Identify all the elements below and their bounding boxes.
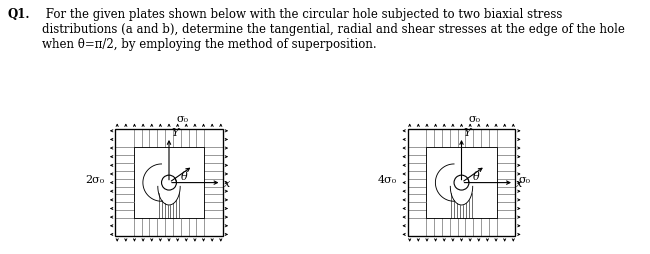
Text: σ₀: σ₀ <box>176 113 188 123</box>
Text: θ: θ <box>181 172 187 182</box>
Text: θ: θ <box>473 172 480 182</box>
Text: σ₀: σ₀ <box>469 113 481 123</box>
Circle shape <box>162 176 176 190</box>
Text: Y: Y <box>463 128 471 137</box>
Circle shape <box>454 176 469 190</box>
Text: Q1.: Q1. <box>8 8 31 21</box>
Text: Y: Y <box>171 128 179 137</box>
Text: x: x <box>224 178 229 188</box>
Text: 2σ₀: 2σ₀ <box>86 174 105 185</box>
Text: σ₀: σ₀ <box>519 174 530 185</box>
Text: 4σ₀: 4σ₀ <box>378 174 397 185</box>
Text: x: x <box>516 178 522 188</box>
Text: For the given plates shown below with the circular hole subjected to two biaxial: For the given plates shown below with th… <box>42 8 625 51</box>
